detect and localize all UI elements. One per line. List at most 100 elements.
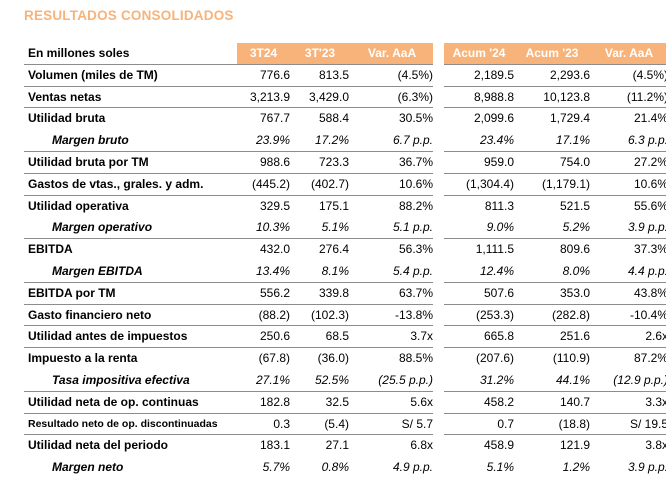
row-value: 4.9 p.p. [392,460,433,475]
row-value: 813.5 [318,67,349,82]
row-value: 175.1 [318,198,349,213]
row-value: (1,304.4) [465,176,514,191]
row-divider [24,172,433,174]
row-value: 17.2% [314,133,349,148]
row-value: 5.2% [562,220,590,235]
row-value: 767.7 [259,111,290,126]
row-divider [444,412,666,414]
row-divider [444,281,666,283]
row-divider [24,107,433,109]
row-value: 44.1% [555,372,590,387]
row-value: 55.6% [633,198,666,213]
row-divider [444,172,666,174]
row-value: 9.0% [486,220,514,235]
row-value: 21.4% [633,111,666,126]
row-label: Utilidad neta de op. continuas [28,394,199,409]
row-value: 56.3% [398,242,433,257]
row-label: Gasto financiero neto [28,307,152,322]
row-value: 276.4 [318,242,349,257]
row-value: 458.9 [483,438,514,453]
row-value: (6.3%) [397,89,433,104]
row-label: Utilidad neta del periodo [28,438,169,453]
row-value: 88.2% [398,198,433,213]
row-value: 556.2 [259,285,290,300]
row-value: 329.5 [259,198,290,213]
row-value: 3,213.9 [249,89,290,104]
header-box-accumulated [444,43,666,64]
row-divider [444,107,666,109]
row-label: Ventas netas [28,89,102,104]
row-value: 36.7% [398,154,433,169]
row-value: (11.2%) [626,89,666,104]
row-value: 809.6 [559,242,590,257]
row-value: 10.6% [398,176,433,191]
header-col-3t24: 3T24 [249,46,278,60]
row-value: (207.6) [475,351,514,366]
row-label: Margen operativo [52,220,153,235]
row-value: 251.6 [559,329,590,344]
row-value: 1.2% [562,460,590,475]
row-value: 353.0 [559,285,590,300]
row-label: Volumen (miles de TM) [28,67,158,82]
row-value: 5.4 p.p. [392,263,433,278]
row-value: 5.1% [486,460,514,475]
row-value: 87.2% [633,351,666,366]
row-divider [24,434,433,436]
row-value: 8.0% [562,263,590,278]
row-value: (445.2) [251,176,290,191]
row-value: 507.6 [483,285,514,300]
row-value: (102.3) [310,307,349,322]
row-value: 8,988.8 [473,89,514,104]
row-value: 432.0 [259,242,290,257]
row-value: 140.7 [559,394,590,409]
row-value: 1,111.5 [475,242,514,257]
row-value: (282.8) [551,307,590,322]
row-label: Margen EBITDA [52,263,143,278]
row-value: 182.8 [259,394,290,409]
row-divider [444,238,666,240]
row-divider [24,150,433,152]
row-divider [444,347,666,349]
row-label: Resultado neto de op. discontinuadas [28,417,218,430]
row-divider [24,390,433,392]
row-value: -13.8% [394,307,433,322]
row-value: 3.7x [410,329,433,344]
row-label: Utilidad operativa [28,198,129,213]
row-divider [444,303,666,305]
header-col-var-acum: Var. AaA [604,46,654,60]
row-divider [444,390,666,392]
row-value: 811.3 [484,198,514,213]
row-value: (110.9) [552,351,590,366]
row-value: 5.6x [410,394,433,409]
row-value: 0.3 [273,416,290,431]
row-value: 3.8x [645,438,666,453]
row-value: 17.1% [555,133,590,148]
row-value: 88.5% [398,351,433,366]
row-divider [24,85,433,87]
row-divider [24,347,433,349]
row-divider [24,238,433,240]
row-value: 27.1 [325,438,349,453]
row-divider [444,434,666,436]
row-divider [444,194,666,196]
header-box-quarter [237,43,433,64]
row-value: 6.3 p.p. [627,133,666,148]
row-value: 27.1% [255,372,290,387]
row-value: 121.9 [559,438,590,453]
row-value: (25.5 p.p.) [378,372,433,387]
row-value: 37.3% [633,242,666,257]
row-value: 63.7% [398,285,433,300]
row-value: 3.9 p.p. [627,220,666,235]
row-value: (67.8) [258,351,290,366]
header-label: En millones soles [28,46,130,60]
row-label: EBITDA [28,242,73,257]
row-value: 5.7% [262,460,290,475]
header-col-acum-24: Acum '24 [452,46,506,60]
row-value: 23.4% [479,133,514,148]
row-value: (18.8) [558,416,590,431]
row-value: 43.8% [633,285,666,300]
row-divider [24,63,433,65]
row-value: 0.7 [497,416,514,431]
row-value: 250.6 [259,329,290,344]
row-value: 2,099.6 [473,111,514,126]
